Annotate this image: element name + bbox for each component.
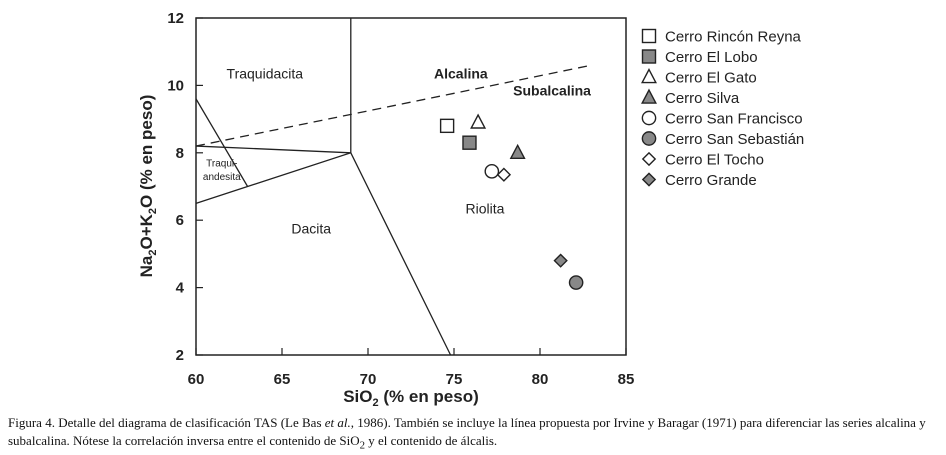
- data-point-circle: [484, 164, 500, 179]
- tas-diagram: 60 65 70 75 80 85 2 4 6 8 10 12 Traquidacita Traqui-…: [137, 10, 804, 409]
- data-point-triangle: [509, 143, 526, 160]
- y-tick-label: 12: [167, 10, 184, 27]
- data-point-diamond: [496, 167, 512, 182]
- legend-marker-triangle: [641, 68, 657, 84]
- irvine-baragar-line: [195, 64, 592, 147]
- series-type-label: Alcalina: [434, 66, 488, 82]
- data-point-triangle: [470, 113, 487, 129]
- legend-marker-diamond: [641, 151, 657, 167]
- figure-caption: Figura 4. Detalle del diagrama de clasif…: [8, 415, 926, 452]
- y-tick-label: 6: [176, 212, 184, 229]
- legend-label: Cerro Silva: [665, 90, 740, 107]
- region-label: Traqui-: [206, 158, 237, 169]
- x-tick-label: 60: [188, 371, 205, 388]
- legend-marker-diamond: [641, 172, 657, 187]
- legend-marker-circle: [641, 110, 657, 126]
- tas-boundary: [195, 152, 452, 356]
- y-tick-label: 8: [176, 145, 184, 162]
- y-tick-label: 10: [167, 77, 184, 94]
- data-point-square: [439, 118, 455, 134]
- tas-boundary: [195, 145, 351, 154]
- legend-label: Cerro Rincón Reyna: [665, 29, 802, 46]
- region-label: andesita: [203, 172, 241, 183]
- legend-marker-square: [641, 28, 657, 44]
- x-tick-label: 65: [274, 371, 291, 388]
- x-tick-label: 70: [360, 371, 377, 388]
- legend-marker-square: [641, 49, 657, 64]
- legend-label: Cerro San Francisco: [665, 111, 803, 128]
- x-axis-title: SiO2 (% en peso): [343, 387, 479, 409]
- legend-label: Cerro Grande: [665, 172, 757, 189]
- series-type-label: Subalcalina: [513, 83, 591, 99]
- legend-marker-triangle: [641, 88, 657, 104]
- plot-frame: [195, 17, 627, 356]
- tas-boundaries: [195, 18, 592, 356]
- legend-label: Cerro El Lobo: [665, 49, 758, 66]
- x-tick-label: 85: [618, 371, 635, 388]
- region-label: Dacita: [291, 221, 331, 237]
- data-point-diamond: [553, 253, 568, 268]
- y-axis-title: Na2O+K2O (% en peso): [137, 95, 159, 278]
- data-point-circle: [568, 275, 584, 290]
- y-tick-label: 2: [176, 347, 184, 364]
- legend-label: Cerro San Sebastián: [665, 131, 804, 148]
- axis-ticks: 60 65 70 75 80 85 2 4 6 8 10 12: [167, 10, 634, 388]
- region-label: Traquidacita: [227, 66, 304, 82]
- x-tick-label: 80: [532, 371, 549, 388]
- data-point-square: [462, 135, 477, 150]
- region-labels: Traquidacita Traqui-andesita Dacita Riolita…: [203, 66, 591, 237]
- y-tick-label: 4: [176, 280, 185, 297]
- x-tick-label: 75: [446, 371, 463, 388]
- legend: Cerro Rincón Reyna Cerro El Lobo Cerro El …: [641, 28, 804, 189]
- legend-marker-circle: [641, 131, 657, 146]
- tas-boundary: [195, 98, 249, 187]
- legend-label: Cerro El Tocho: [665, 152, 764, 169]
- legend-label: Cerro El Gato: [665, 70, 757, 87]
- region-label: Riolita: [466, 200, 505, 216]
- data-markers: [439, 113, 584, 290]
